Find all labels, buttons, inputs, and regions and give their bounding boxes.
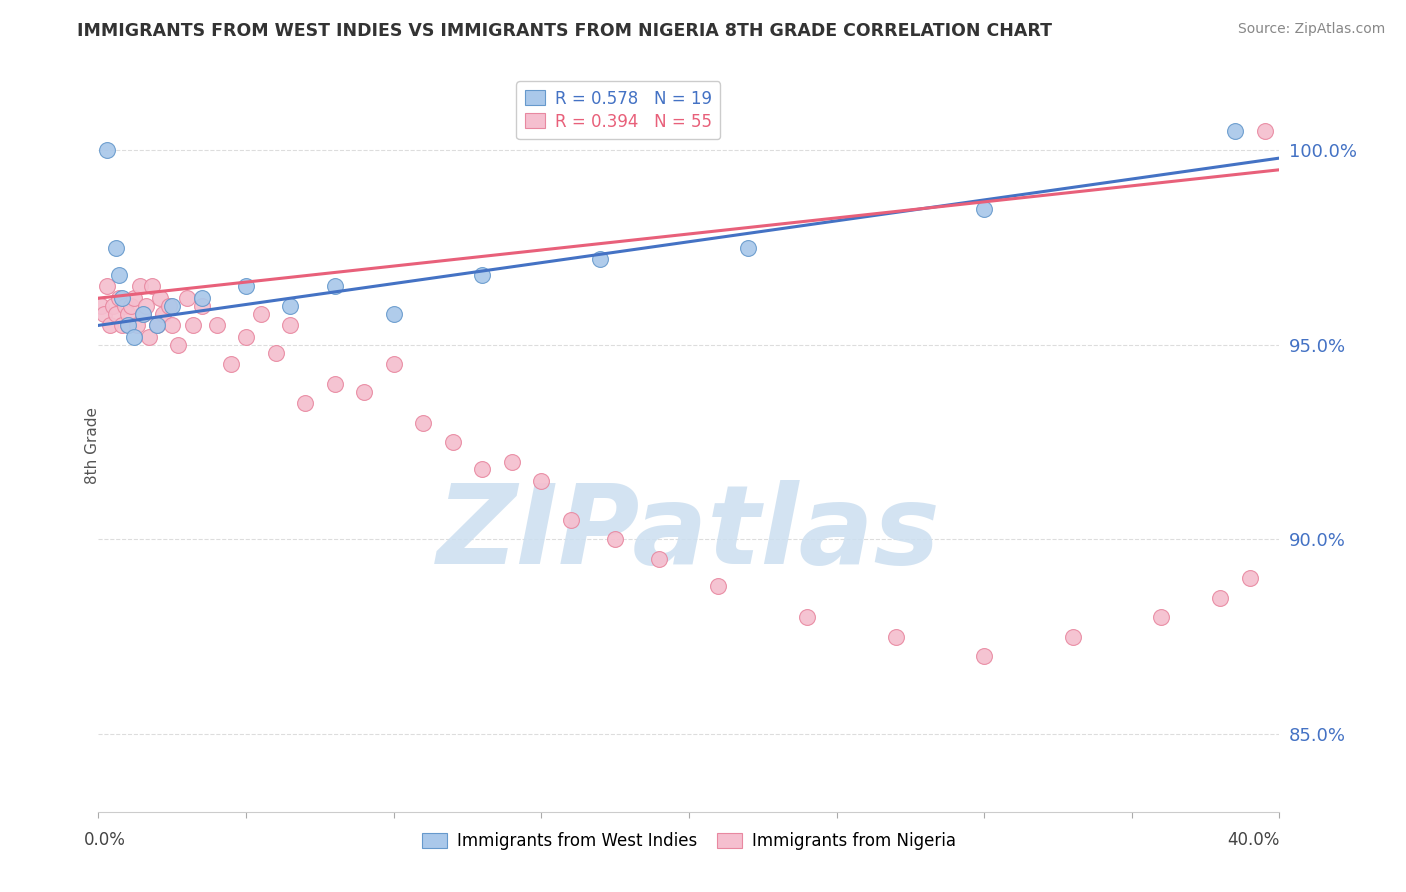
Point [122,291,145,305]
Point [737,241,759,255]
Point [117,318,139,333]
Point [111,318,134,333]
Point [205,318,228,333]
Point [167,338,190,352]
Point [105,307,128,321]
Point [103,299,125,313]
Point [1254,124,1277,138]
Point [471,462,494,476]
Point [149,291,172,305]
Point [105,241,128,255]
Point [589,252,612,267]
Point [353,384,375,399]
Point [264,345,287,359]
Text: 0.0%: 0.0% [84,831,125,849]
Point [111,291,134,305]
Y-axis label: 8th Grade: 8th Grade [86,408,100,484]
Point [135,299,157,313]
Point [796,610,818,624]
Point [280,299,302,313]
Text: ZIPatlas: ZIPatlas [437,480,941,587]
Point [250,307,273,321]
Point [382,307,405,321]
Text: IMMIGRANTS FROM WEST INDIES VS IMMIGRANTS FROM NIGERIA 8TH GRADE CORRELATION CHA: IMMIGRANTS FROM WEST INDIES VS IMMIGRANT… [77,22,1052,40]
Point [162,299,183,313]
Point [117,318,139,333]
Point [98,318,121,333]
Point [96,279,118,293]
Point [157,299,180,313]
Point [108,268,131,282]
Point [1062,630,1084,644]
Point [128,279,150,293]
Point [191,299,214,313]
Point [648,551,671,566]
Point [707,579,730,593]
Point [323,279,346,293]
Point [120,299,142,313]
Point [146,318,169,333]
Point [122,330,145,344]
Point [146,318,169,333]
Point [132,307,155,321]
Point [176,291,198,305]
Point [412,416,434,430]
Point [117,307,139,321]
Point [221,357,243,371]
Point [162,318,183,333]
Point [90,299,112,313]
Point [1239,571,1261,585]
Point [152,307,174,321]
Point [93,307,115,321]
Point [1225,124,1247,138]
Point [235,279,257,293]
Point [382,357,405,371]
Point [181,318,204,333]
Point [235,330,257,344]
Point [323,376,346,391]
Point [973,202,995,216]
Point [560,513,582,527]
Point [501,454,523,468]
Point [125,318,148,333]
Point [108,291,131,305]
Point [96,144,118,158]
Point [471,268,494,282]
Text: 40.0%: 40.0% [1227,831,1279,849]
Point [280,318,302,333]
Point [441,435,464,450]
Point [141,279,163,293]
Point [132,307,155,321]
Point [138,330,160,344]
Point [114,299,136,313]
Text: Source: ZipAtlas.com: Source: ZipAtlas.com [1237,22,1385,37]
Legend: Immigrants from West Indies, Immigrants from Nigeria: Immigrants from West Indies, Immigrants … [413,823,965,858]
Point [973,649,995,664]
Point [1209,591,1232,605]
Point [605,533,627,547]
Point [191,291,214,305]
Point [1150,610,1173,624]
Point [294,396,316,410]
Point [530,474,553,488]
Point [884,630,907,644]
